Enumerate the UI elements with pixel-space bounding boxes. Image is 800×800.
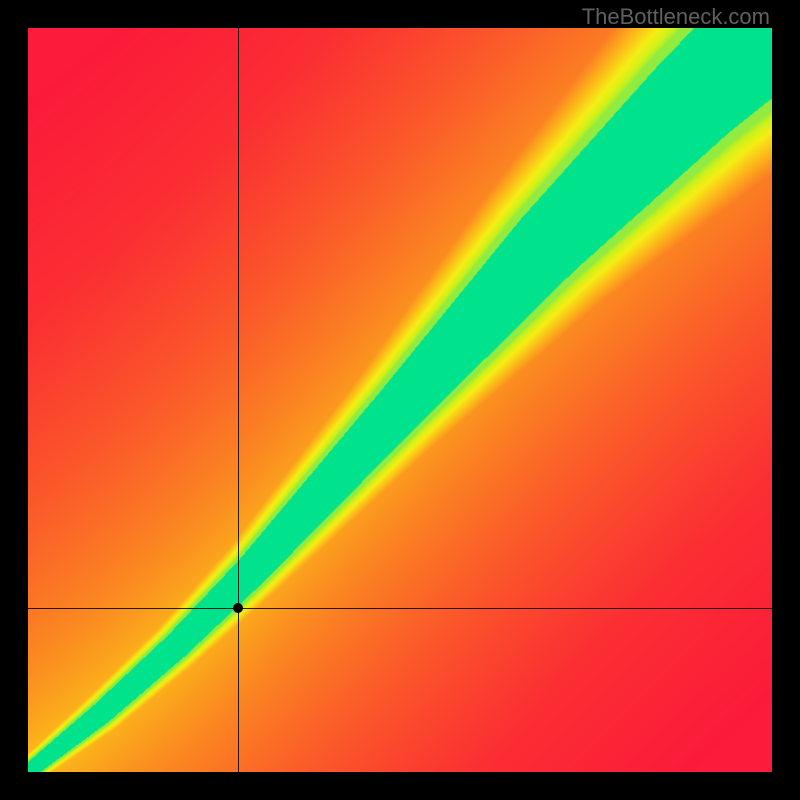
watermark-text: TheBottleneck.com — [582, 4, 770, 30]
chart-frame — [0, 0, 800, 800]
heatmap-canvas — [28, 28, 772, 772]
heatmap-plot — [28, 28, 772, 772]
crosshair-vertical — [238, 28, 239, 772]
chart-container: TheBottleneck.com — [0, 0, 800, 800]
crosshair-marker — [233, 603, 243, 613]
crosshair-horizontal — [28, 608, 772, 609]
